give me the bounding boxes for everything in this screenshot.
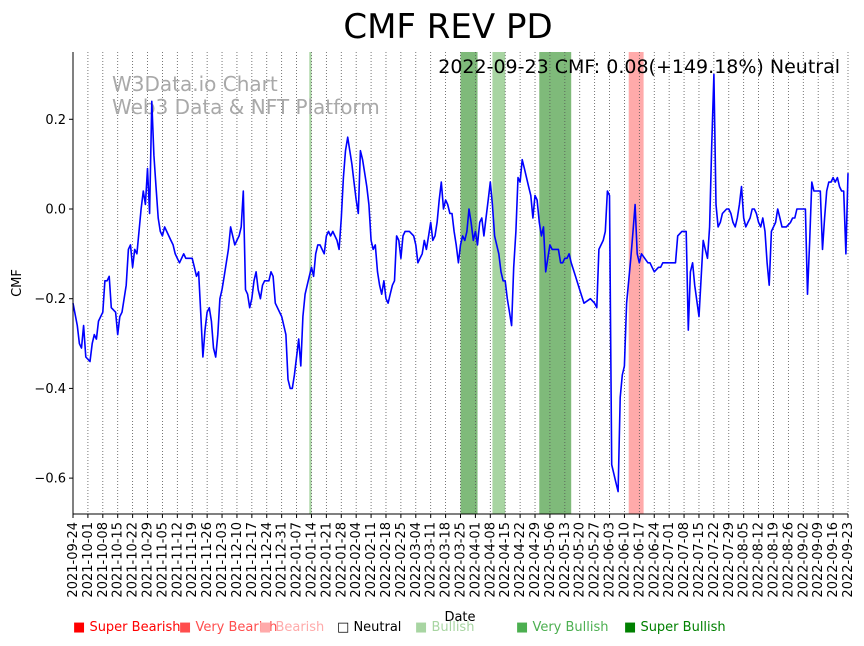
legend-item-bearish: ■ Bearish (259, 620, 324, 635)
x-tick-label: 2022-01-28 (334, 522, 349, 598)
chart-title: CMF REV PD (343, 7, 552, 47)
x-tick-label: 2021-10-29 (141, 522, 156, 598)
legend-swatch-icon: ■ (624, 620, 637, 635)
watermark-line-1: W3Data.io Chart (112, 72, 278, 96)
x-tick-label: 2022-09-02 (796, 522, 811, 598)
legend-swatch-icon: ■ (516, 620, 529, 635)
x-tick-label: 2022-08-12 (752, 522, 767, 598)
x-tick-label: 2021-12-03 (215, 522, 230, 598)
x-tick-label: 2022-07-08 (677, 522, 692, 598)
x-tick-label: 2022-08-19 (766, 522, 781, 598)
y-tick-label: −0.2 (34, 292, 66, 307)
x-tick-label: 2021-12-17 (245, 522, 260, 598)
x-tick-label: 2022-07-22 (707, 522, 722, 598)
legend-swatch-icon: ■ (415, 620, 428, 635)
x-tick-label: 2022-01-14 (304, 522, 319, 598)
x-tick-label: 2021-10-22 (126, 522, 141, 598)
x-tick-label: 2022-07-01 (662, 522, 677, 598)
region-very-bullish (460, 52, 478, 514)
x-tick-label: 2021-10-15 (111, 522, 126, 598)
series-line-cmf (72, 73, 849, 493)
x-tick-label: 2022-06-10 (617, 522, 632, 598)
x-tick-label: 2022-04-29 (528, 522, 543, 598)
x-tick-label: 2022-05-27 (588, 522, 603, 598)
watermark-line-2: Web3 Data & NFT Platform (112, 95, 380, 119)
x-axis-label: Date (444, 610, 475, 625)
x-tick-label: 2022-02-18 (379, 522, 394, 598)
legend-item-very-bearish: ■ Very Bearish (179, 620, 277, 635)
x-tick-label: 2022-07-15 (692, 522, 707, 598)
y-tick-label: −0.4 (34, 382, 66, 397)
x-tick-label: 2022-04-08 (483, 522, 498, 598)
x-tick-label: 2022-02-25 (394, 522, 409, 598)
x-tick-label: 2022-04-15 (498, 522, 513, 598)
x-tick-label: 2022-07-29 (722, 522, 737, 598)
x-tick-label: 2022-04-01 (468, 522, 483, 598)
legend-label: Bullish (431, 620, 475, 635)
x-tick-label: 2022-09-09 (811, 522, 826, 598)
y-tick-label: 0.2 (45, 113, 66, 128)
x-tick-label: 2022-02-11 (364, 522, 379, 598)
x-tick-label: 2022-09-23 (841, 522, 856, 598)
legend: ■ Super Bearish ■ Very Bearish ■ Bearish… (73, 620, 833, 640)
x-tick-label: 2022-08-05 (737, 522, 752, 598)
signal-regions (309, 52, 644, 514)
x-tick-label: 2021-11-05 (155, 522, 170, 598)
series-group (72, 73, 849, 493)
x-tick-label: 2022-03-25 (454, 522, 469, 598)
region-very-bullish (539, 52, 572, 514)
x-tick-label: 2022-06-17 (632, 522, 647, 598)
legend-swatch-icon: ■ (73, 620, 86, 635)
legend-swatch-icon: ■ (179, 620, 192, 635)
region-bearish (628, 52, 644, 514)
legend-label: Super Bearish (89, 620, 181, 635)
x-tick-label: 2021-09-24 (66, 522, 81, 598)
x-tick-label: 2021-10-01 (81, 522, 96, 598)
x-tick-label: 2022-05-20 (573, 522, 588, 598)
x-tick-label: 2021-12-10 (230, 522, 245, 598)
legend-label: Bearish (275, 620, 325, 635)
x-tick-label: 2021-11-12 (170, 522, 185, 598)
x-tick-label: 2022-05-13 (558, 522, 573, 598)
legend-swatch-icon: ■ (259, 620, 272, 635)
x-tick-label: 2022-08-26 (781, 522, 796, 598)
x-tick-label: 2022-06-03 (603, 522, 618, 598)
x-tick-label: 2021-11-26 (200, 522, 215, 598)
x-tick-label: 2022-06-24 (647, 522, 662, 598)
watermark: W3Data.io Chart Web3 Data & NFT Platform (112, 72, 380, 119)
x-tick-label: 2022-05-06 (543, 522, 558, 598)
x-tick-label: 2021-10-08 (96, 522, 111, 598)
x-tick-label: 2022-03-04 (409, 522, 424, 598)
latest-value-annotation: 2022-09-23 CMF: 0.08(+149.18%) Neutral (438, 56, 840, 78)
legend-label: Super Bullish (640, 620, 726, 635)
legend-item-neutral: □ Neutral (337, 620, 401, 635)
x-tick-label: 2022-09-16 (826, 522, 841, 598)
x-ticks: 2021-09-24 2021-10-01 2021-10-08 2021-10-15… (66, 514, 856, 598)
legend-item-bullish: ■ Bullish (415, 620, 474, 635)
legend-swatch-icon: □ (337, 620, 350, 635)
x-tick-label: 2022-03-18 (439, 522, 454, 598)
legend-item-super-bullish: ■ Super Bullish (624, 620, 726, 635)
x-tick-label: 2022-03-11 (424, 522, 439, 598)
legend-label: Neutral (353, 620, 402, 635)
y-axis-label: CMF (10, 269, 25, 297)
x-tick-label: 2022-01-07 (290, 522, 305, 598)
x-tick-label: 2021-11-19 (185, 522, 200, 598)
y-tick-label: 0.0 (45, 202, 66, 217)
legend-label: Very Bullish (532, 620, 609, 635)
y-tick-label: −0.6 (34, 472, 66, 487)
x-tick-label: 2022-02-04 (349, 522, 364, 598)
x-tick-label: 2021-12-31 (275, 522, 290, 598)
y-ticks: −0.6 −0.4 −0.2 0.0 0.2 (34, 113, 73, 487)
region-bullish (492, 52, 506, 514)
legend-item-super-bearish: ■ Super Bearish (73, 620, 181, 635)
x-tick-label: 2021-12-24 (260, 522, 275, 598)
x-tick-label: 2022-04-22 (513, 522, 528, 598)
legend-item-very-bullish: ■ Very Bullish (516, 620, 609, 635)
region-bullish (309, 52, 312, 514)
x-tick-label: 2022-01-21 (319, 522, 334, 598)
legend-label: Very Bearish (195, 620, 278, 635)
